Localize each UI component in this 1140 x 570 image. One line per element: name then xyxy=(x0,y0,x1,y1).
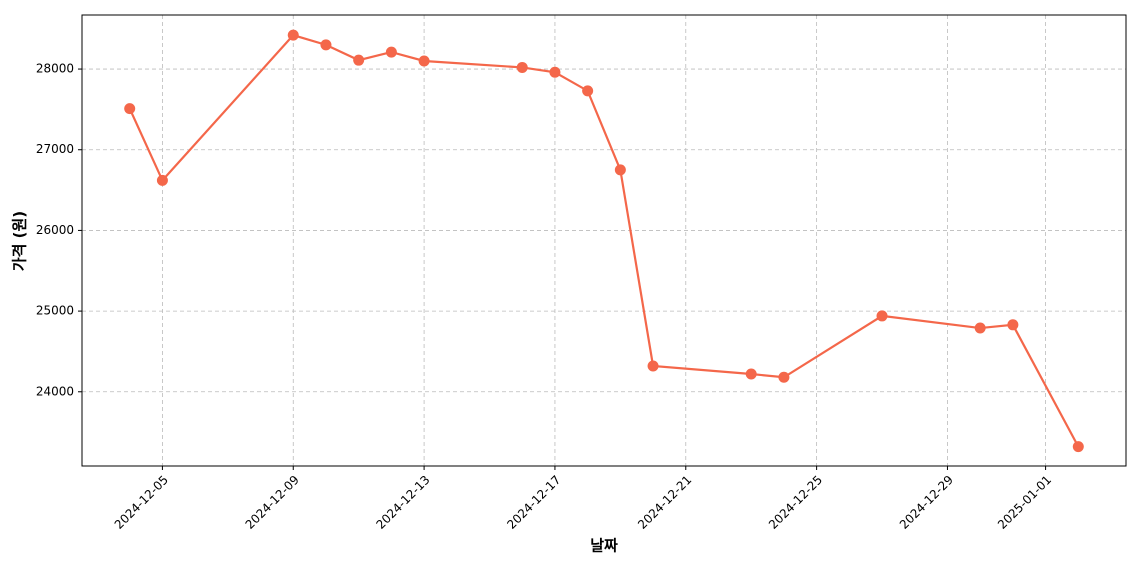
data-line xyxy=(128,33,1080,448)
data-point xyxy=(287,29,299,41)
y-tick-label: 28000 xyxy=(36,62,74,76)
data-point xyxy=(614,164,626,176)
data-point xyxy=(549,66,561,78)
y-tick-label: 26000 xyxy=(36,223,74,237)
data-point xyxy=(778,371,790,383)
data-point xyxy=(385,46,397,58)
x-tick-label: 2024-12-29 xyxy=(897,473,956,532)
y-tick-label: 24000 xyxy=(36,384,74,398)
y-axis-label: 가격 (원) xyxy=(11,211,29,271)
data-point xyxy=(1007,319,1019,331)
data-point xyxy=(516,61,528,73)
plot-frame xyxy=(81,14,1127,467)
data-point xyxy=(156,174,168,186)
data-point xyxy=(1072,441,1084,453)
x-tick-label: 2024-12-21 xyxy=(635,473,694,532)
data-point xyxy=(647,360,659,372)
data-point xyxy=(745,368,757,380)
data-point xyxy=(353,54,365,66)
data-point xyxy=(320,39,332,51)
x-tick-label: 2024-12-25 xyxy=(766,473,825,532)
data-point xyxy=(124,103,136,115)
x-tick-label: 2024-12-17 xyxy=(504,473,563,532)
data-point xyxy=(418,55,430,67)
x-axis-label: 날짜 xyxy=(590,537,618,555)
x-tick-label: 2024-12-09 xyxy=(243,473,302,532)
x-tick-label: 2024-12-13 xyxy=(373,473,432,532)
data-point xyxy=(876,310,888,322)
y-tick-label: 27000 xyxy=(36,142,74,156)
y-tick-label: 25000 xyxy=(36,304,74,318)
x-tick-label: 2025-01-01 xyxy=(995,473,1054,532)
data-point xyxy=(974,322,986,334)
x-tick-label: 2024-12-05 xyxy=(112,473,171,532)
data-point xyxy=(582,85,594,97)
